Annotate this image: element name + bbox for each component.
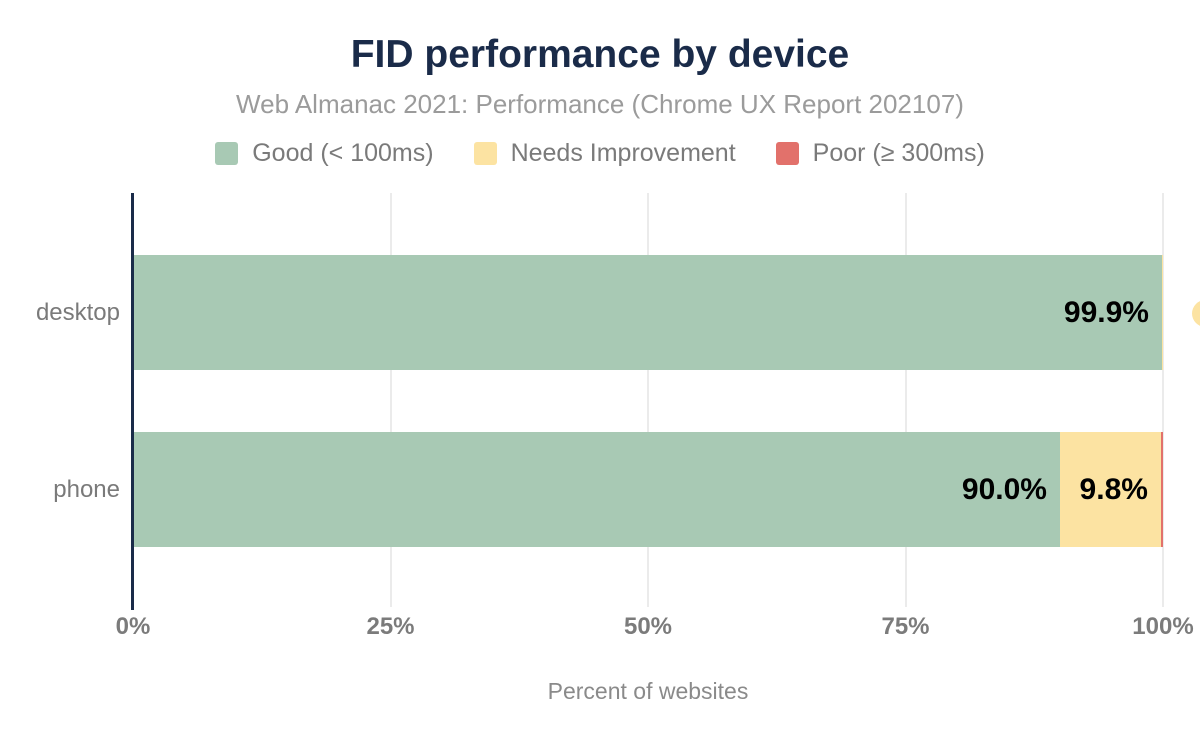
x-axis-title: Percent of websites	[547, 678, 749, 704]
legend-swatch	[215, 142, 239, 165]
bar-desktop: 99.9%	[133, 255, 1163, 370]
legend-item: Good (< 100ms)	[215, 139, 434, 168]
plot-area: 99.9% 90.0% 9.8%	[131, 193, 1164, 610]
legend-swatch	[775, 142, 799, 165]
clipped-overflow-label-bubble	[1192, 300, 1200, 327]
legend-item: Poor (≥ 300ms)	[775, 139, 985, 168]
legend-label: Good (< 100ms)	[252, 139, 434, 167]
bar-segment	[1161, 255, 1163, 370]
x-tick-label: 25%	[366, 613, 415, 640]
x-tick-label: 0%	[115, 613, 151, 640]
bar-segment-label: 9.8%	[1079, 472, 1148, 506]
x-tick-label: 75%	[881, 613, 930, 640]
x-tick-label: 100%	[1132, 613, 1194, 640]
legend-item: Needs Improvement	[473, 139, 736, 168]
bar-segment	[1160, 432, 1163, 547]
bar-segment-label: 99.9%	[1063, 295, 1149, 329]
chart-legend: Good (< 100ms) Needs Improvement Poor (≥ 3…	[0, 139, 1200, 168]
y-axis-label-phone: phone	[53, 475, 120, 503]
bar-segment: 99.9%	[133, 255, 1162, 370]
legend-label: Needs Improvement	[510, 139, 736, 167]
y-axis-label-desktop: desktop	[35, 298, 120, 326]
chart-subtitle: Web Almanac 2021: Performance (Chrome UX…	[236, 89, 964, 119]
legend-swatch	[473, 142, 497, 165]
chart-title: FID performance by device	[350, 33, 850, 76]
bar-segment-label: 90.0%	[961, 472, 1047, 506]
gridline	[389, 193, 392, 607]
bar-segment: 9.8%	[1060, 432, 1161, 547]
x-tick-label: 50%	[623, 613, 673, 640]
legend-label: Poor (≥ 300ms)	[812, 139, 985, 167]
gridline	[904, 193, 907, 607]
gridline	[1162, 193, 1164, 607]
y-axis-line	[131, 193, 134, 610]
gridline	[647, 193, 649, 607]
bar-phone: 90.0% 9.8%	[133, 432, 1163, 547]
bar-segment: 90.0%	[133, 432, 1060, 547]
